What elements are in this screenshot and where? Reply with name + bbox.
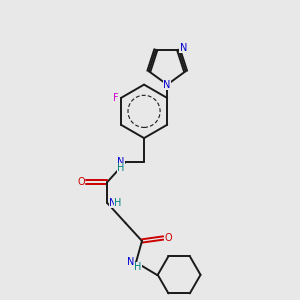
Text: N: N	[118, 157, 125, 167]
Text: N: N	[163, 80, 170, 90]
Text: O: O	[77, 177, 85, 187]
Text: O: O	[164, 233, 172, 243]
Text: H: H	[114, 198, 122, 208]
Text: H: H	[134, 262, 142, 272]
Text: H: H	[118, 163, 125, 173]
Text: N: N	[127, 257, 134, 267]
Text: N: N	[180, 43, 187, 53]
Text: F: F	[113, 93, 118, 103]
Text: N: N	[109, 198, 116, 208]
